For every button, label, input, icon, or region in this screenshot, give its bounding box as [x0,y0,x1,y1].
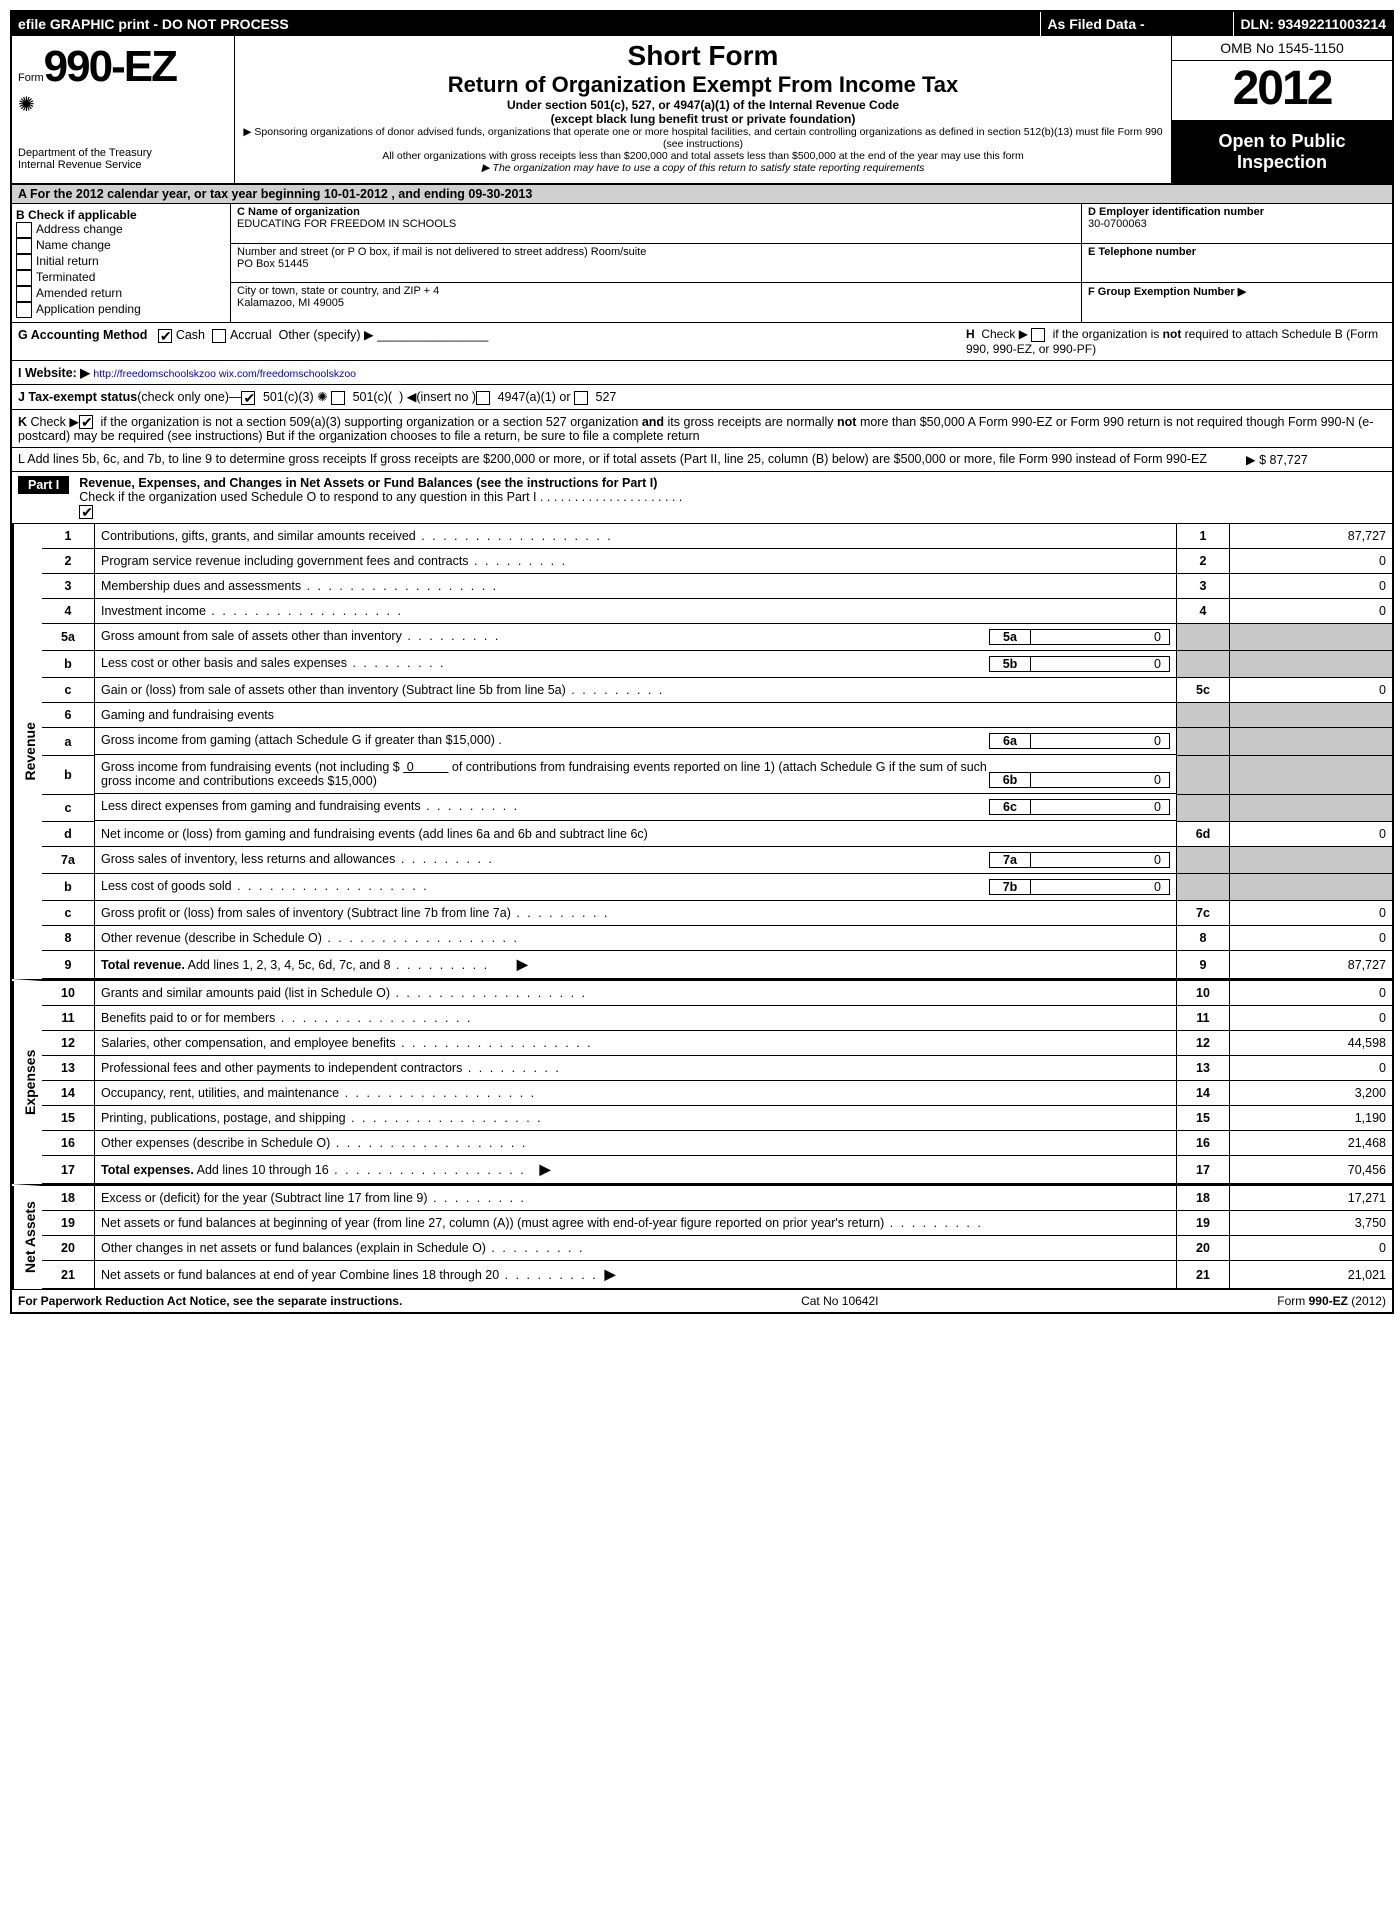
g-label: G Accounting Method [18,328,147,342]
note-3: ▶ The organization may have to use a cop… [243,162,1163,174]
part-1-title: Revenue, Expenses, and Changes in Net As… [79,476,657,490]
chk-address[interactable] [16,222,32,238]
row-l: L Add lines 5b, 6c, and 7b, to line 9 to… [12,448,1392,472]
city-label: City or town, state or country, and ZIP … [237,285,439,297]
netassets-section: Net Assets 18Excess or (deficit) for the… [12,1184,1392,1289]
col-c: C Name of organization EDUCATING FOR FRE… [231,204,1081,322]
form-page: efile GRAPHIC print - DO NOT PROCESS As … [10,10,1394,1314]
topbar-mid: As Filed Data - [1041,12,1234,36]
row-l-amount: ▶ $ 87,727 [1246,452,1386,467]
chk-accrual[interactable] [212,329,226,343]
row-j: J Tax-exempt status(check only one)— 501… [12,385,1392,410]
footer-right: Form 990-EZ (2012) [1277,1294,1386,1308]
footer-mid: Cat No 10642I [801,1294,878,1308]
chk-527[interactable] [574,391,588,405]
chk-501c[interactable] [331,391,345,405]
netassets-table: 18Excess or (deficit) for the year (Subt… [42,1186,1392,1289]
row-l-text: L Add lines 5b, 6c, and 7b, to line 9 to… [18,452,1246,467]
omb-number: OMB No 1545-1150 [1172,36,1392,61]
col-d: D Employer identification number 30-0700… [1081,204,1392,322]
footer-left: For Paperwork Reduction Act Notice, see … [18,1294,402,1308]
footer: For Paperwork Reduction Act Notice, see … [12,1289,1392,1312]
addr-label: Number and street (or P O box, if mail i… [237,246,646,258]
short-form: Short Form [243,40,1163,72]
part-1-header: Part I Revenue, Expenses, and Changes in… [12,472,1392,524]
side-netassets: Net Assets [12,1186,46,1289]
header-left: Form990-EZ ✺ Department of the Treasury … [12,36,235,183]
f-label: F Group Exemption Number ▶ [1088,286,1246,298]
dept: Department of the Treasury [18,147,228,159]
form-title: Return of Organization Exempt From Incom… [243,72,1163,98]
side-expenses: Expenses [12,981,46,1184]
topbar-left: efile GRAPHIC print - DO NOT PROCESS [12,12,1041,36]
org-name: EDUCATING FOR FREEDOM IN SCHOOLS [237,218,456,230]
website-link[interactable]: http://freedomschoolskzoo wix.com/freedo… [93,368,356,380]
chk-pending[interactable] [16,302,32,318]
form-number: 990-EZ [44,42,176,91]
chk-schedule-o[interactable] [79,505,93,519]
header-right: OMB No 1545-1150 2012 Open to Public Ins… [1171,36,1392,183]
header-mid: Short Form Return of Organization Exempt… [235,36,1171,183]
revenue-section: Revenue 1Contributions, gifts, grants, a… [12,524,1392,980]
irs: Internal Revenue Service [18,159,228,171]
chk-k[interactable] [79,415,93,429]
revenue-table: 1Contributions, gifts, grants, and simil… [42,524,1392,980]
col-b-title: B Check if applicable [16,208,226,222]
header: Form990-EZ ✺ Department of the Treasury … [12,36,1392,185]
d-label: D Employer identification number [1088,206,1264,218]
chk-501c3[interactable] [241,391,255,405]
e-label: E Telephone number [1088,246,1196,258]
website-label: I Website: ▶ [18,366,90,380]
section-b: B Check if applicable Address change Nam… [12,204,1392,323]
subtitle-1: Under section 501(c), 527, or 4947(a)(1)… [243,98,1163,112]
expenses-section: Expenses 10Grants and similar amounts pa… [12,979,1392,1184]
topbar: efile GRAPHIC print - DO NOT PROCESS As … [12,12,1392,36]
note-1: ▶ Sponsoring organizations of donor advi… [243,126,1163,150]
expenses-table: 10Grants and similar amounts paid (list … [42,981,1392,1184]
part-1-sub: Check if the organization used Schedule … [79,490,682,504]
form-prefix: Form [18,72,44,84]
chk-h[interactable] [1031,328,1045,342]
ein-value: 30-0700063 [1088,218,1147,230]
city-value: Kalamazoo, MI 49005 [237,297,344,309]
row-k: K Check ▶ if the organization is not a s… [12,410,1392,449]
chk-amended[interactable] [16,286,32,302]
subtitle-2: (except black lung benefit trust or priv… [243,112,1163,126]
part-1-label: Part I [18,476,69,494]
chk-name[interactable] [16,238,32,254]
chk-cash[interactable] [158,329,172,343]
chk-terminated[interactable] [16,270,32,286]
col-b: B Check if applicable Address change Nam… [12,204,231,322]
tax-year: 2012 [1172,61,1392,121]
chk-4947[interactable] [476,391,490,405]
row-a: A For the 2012 calendar year, or tax yea… [12,185,1392,204]
addr-value: PO Box 51445 [237,258,309,270]
chk-initial[interactable] [16,254,32,270]
row-i: I Website: ▶ http://freedomschoolskzoo w… [12,361,1392,385]
topbar-dln: DLN: 93492211003214 [1234,12,1392,36]
row-g-h: G Accounting Method Cash Accrual Other (… [12,323,1392,361]
c-label: C Name of organization [237,206,360,218]
note-2: All other organizations with gross recei… [243,150,1163,162]
side-revenue: Revenue [12,524,46,980]
open-to-public: Open to Public Inspection [1172,121,1392,183]
